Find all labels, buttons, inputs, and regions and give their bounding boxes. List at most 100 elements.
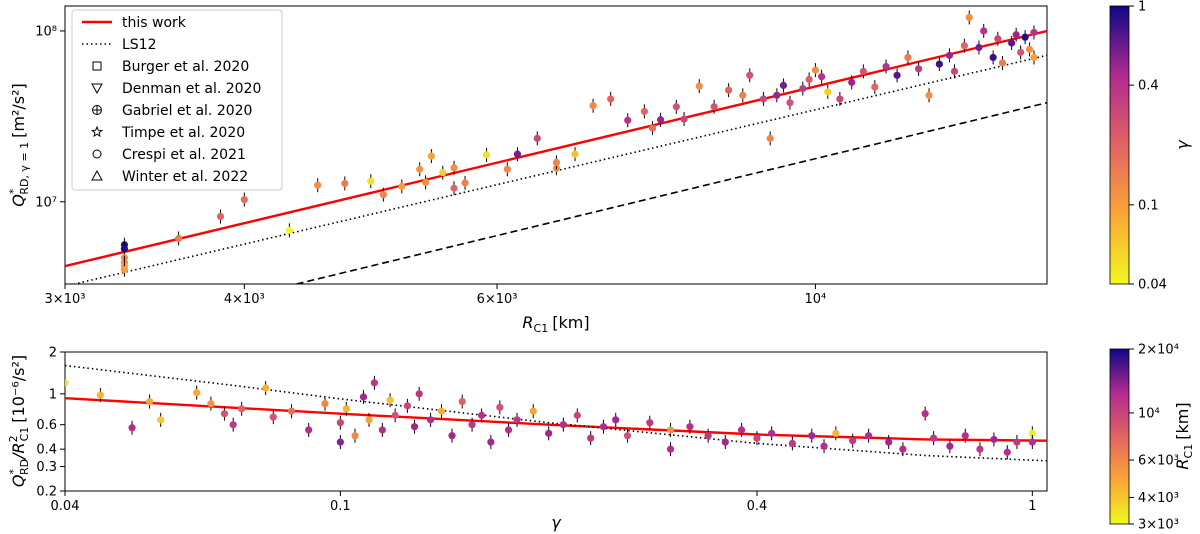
data-point [599,423,608,431]
top-y-ticks: 10⁷ 10⁸ [35,24,65,210]
data-point [818,73,826,81]
colorbar-tick-label: 4×10³ [1138,491,1179,506]
y-tick-label: 0.3 [36,460,57,475]
x-tick-label: 0.04 [51,499,80,514]
legend-item: this work [82,15,187,31]
data-point [832,429,840,437]
this-work-line [65,29,1047,268]
data-point [336,438,344,446]
data-point [624,116,632,124]
data-point [351,432,359,440]
data-point [976,445,984,453]
data-point [496,403,504,411]
data-point [998,59,1007,67]
y-tick-label: 10⁸ [35,24,57,39]
data-point [808,432,816,440]
data-point [980,27,988,35]
data-point [672,103,680,111]
data-point [305,426,313,434]
top-x-axis-label: RC1 [km] [522,313,589,335]
data-point [766,134,774,142]
data-point [994,35,1002,43]
y-tick-label: 10⁷ [35,195,57,210]
colorbar-tick-label: 0.1 [1138,198,1159,213]
data-point [1013,438,1021,446]
triangle-up-marker-icon [91,169,103,181]
y-tick-label: 1 [49,387,57,402]
data-point [238,405,246,413]
data-point [753,434,761,442]
data-point [533,134,541,142]
legend-item: Burger et al. 2020 [92,59,249,75]
data-point [370,379,379,387]
data-point [193,389,201,397]
bottom-plot-area [64,351,1048,492]
data-point [157,416,165,424]
star-marker-icon [90,125,104,138]
data-point [1003,448,1011,456]
data-point [1030,28,1038,37]
data-point [391,411,399,419]
data-point [1028,429,1036,437]
rc1-colorbar-label: RC1[km] [1173,402,1195,469]
data-point [341,179,349,188]
data-point [437,407,446,415]
bottom-y-axis-label: Q*RD/R2C1[10⁻⁶/s²] [7,355,31,487]
gamma-colorbar-bar [1109,5,1130,285]
data-point [1028,438,1036,446]
colorbar-tick-label: 0.04 [1138,278,1167,293]
x-tick-label: 1 [1028,499,1036,514]
data-point [686,423,694,431]
data-point [220,410,229,418]
data-point [885,438,893,446]
data-point [623,432,632,440]
data-point [779,81,788,90]
data-point [416,165,424,173]
data-point [458,397,466,406]
x-tick-label: 0.1 [330,499,351,514]
data-point [725,86,733,94]
data-point [1030,53,1038,62]
data-point [882,62,890,71]
data-point [415,390,423,398]
square-marker-icon [92,61,102,71]
rc1-colorbar-bar [1109,348,1130,525]
data-point [450,164,458,172]
legend-label: Winter et al. 2022 [122,169,248,185]
data-point [439,169,447,177]
legend-item: Timpe et al. 2020 [90,125,245,141]
data-point [513,416,521,424]
y-tick-label: 2 [49,346,57,361]
colorbar-tick-label: 6×10³ [1138,454,1179,469]
data-point [269,413,277,421]
reference-line [296,101,1047,284]
data-point [482,151,491,159]
bottom-panel: 0.04 0.1 0.4 1 0.2 0.3 0.4 0.6 1 2 γ Q*RD/R2C1[1… [7,343,1195,533]
data-point [120,266,129,274]
data-point [229,421,237,429]
y-tick-label: 0.2 [36,485,57,500]
data-point [746,71,754,79]
data-point [960,42,968,50]
data-point [145,397,154,406]
data-point [589,102,597,110]
x-tick-label: 3×10³ [45,292,86,307]
data-point [552,158,561,166]
data-point [646,419,654,427]
data-point [342,405,350,413]
data-point [904,53,912,62]
data-point [648,124,657,132]
data-point [545,429,553,437]
y-tick-label: 0.6 [36,418,57,433]
legend: this work LS12 Burger et al. 2020 Denman et… [71,9,283,191]
data-point [695,82,703,90]
data-point [285,226,293,234]
data-point [450,184,458,192]
data-point [96,391,104,399]
circle-marker-icon [92,149,102,159]
data-point [461,179,469,187]
legend-item: Winter et al. 2022 [91,169,248,185]
colorbar-tick-label: 0.4 [1138,79,1159,94]
data-point [666,445,675,453]
colorbar-tick-label: 10⁴ [1138,406,1160,421]
